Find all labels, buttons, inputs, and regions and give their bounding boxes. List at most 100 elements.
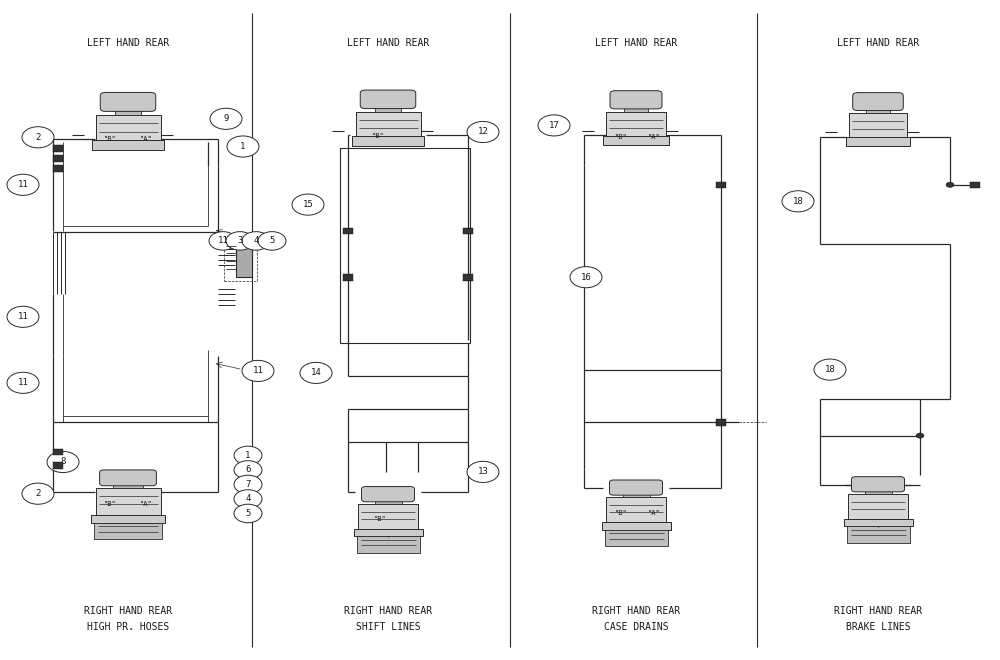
- Bar: [236, 238, 252, 277]
- Bar: [846, 527, 910, 543]
- Circle shape: [946, 182, 954, 187]
- Bar: [357, 536, 420, 553]
- Circle shape: [22, 127, 54, 148]
- Text: 2: 2: [35, 133, 41, 142]
- Text: "B": "B": [372, 133, 384, 139]
- Bar: [96, 115, 160, 140]
- Bar: [224, 234, 257, 280]
- Text: RIGHT HAND REAR: RIGHT HAND REAR: [84, 605, 172, 616]
- Bar: [352, 136, 424, 146]
- FancyBboxPatch shape: [610, 90, 662, 109]
- Bar: [604, 529, 668, 546]
- Circle shape: [916, 433, 924, 438]
- Circle shape: [22, 483, 54, 504]
- FancyBboxPatch shape: [100, 470, 156, 486]
- Circle shape: [292, 194, 324, 215]
- Bar: [624, 106, 648, 112]
- Bar: [844, 519, 912, 527]
- Text: 5: 5: [245, 509, 251, 518]
- Bar: [606, 498, 666, 522]
- Text: 2: 2: [35, 489, 41, 498]
- Bar: [343, 228, 353, 234]
- Bar: [53, 462, 63, 469]
- Bar: [94, 523, 162, 539]
- Bar: [463, 274, 473, 280]
- Bar: [463, 228, 473, 234]
- Circle shape: [258, 232, 286, 250]
- Text: 8: 8: [60, 457, 66, 467]
- Text: "A": "A": [648, 510, 660, 517]
- Circle shape: [234, 461, 262, 479]
- Text: 14: 14: [311, 368, 321, 378]
- Circle shape: [227, 136, 259, 157]
- Text: 4: 4: [253, 236, 259, 246]
- Circle shape: [210, 108, 242, 129]
- Circle shape: [234, 490, 262, 508]
- Circle shape: [467, 121, 499, 143]
- Bar: [848, 494, 908, 519]
- Text: "A": "A": [140, 500, 152, 507]
- Text: SHIFT LINES: SHIFT LINES: [356, 622, 420, 632]
- Text: "B": "B": [615, 510, 627, 517]
- Bar: [374, 499, 402, 504]
- Bar: [375, 106, 401, 112]
- Circle shape: [209, 232, 237, 250]
- Bar: [343, 274, 353, 280]
- Bar: [602, 522, 670, 529]
- Bar: [354, 529, 423, 536]
- Text: "A": "A": [140, 135, 152, 142]
- Text: 16: 16: [581, 273, 591, 282]
- Circle shape: [242, 360, 274, 381]
- Circle shape: [7, 372, 39, 393]
- Text: 1: 1: [245, 451, 251, 460]
- Text: 11: 11: [18, 312, 28, 321]
- Bar: [356, 112, 421, 136]
- Text: 11: 11: [18, 378, 28, 387]
- FancyBboxPatch shape: [853, 92, 903, 110]
- Bar: [92, 140, 164, 150]
- Bar: [716, 419, 726, 426]
- Text: "B": "B": [374, 516, 386, 523]
- FancyBboxPatch shape: [100, 92, 156, 112]
- Circle shape: [226, 232, 254, 250]
- Text: 7: 7: [245, 480, 251, 489]
- Bar: [91, 515, 165, 523]
- Bar: [866, 107, 890, 114]
- Text: 4: 4: [245, 494, 251, 504]
- Circle shape: [7, 174, 39, 195]
- Bar: [622, 492, 650, 498]
- Bar: [603, 136, 669, 145]
- Bar: [115, 108, 141, 115]
- Text: RIGHT HAND REAR: RIGHT HAND REAR: [834, 605, 922, 616]
- Bar: [358, 504, 418, 529]
- Text: 17: 17: [549, 121, 559, 130]
- Text: 3: 3: [237, 236, 243, 246]
- Bar: [716, 182, 726, 188]
- Bar: [113, 483, 143, 488]
- Bar: [53, 165, 63, 172]
- Text: 15: 15: [303, 200, 313, 209]
- Bar: [340, 148, 470, 343]
- FancyBboxPatch shape: [360, 90, 416, 109]
- Bar: [53, 145, 63, 152]
- Text: "B": "B": [615, 133, 627, 140]
- Text: RIGHT HAND REAR: RIGHT HAND REAR: [592, 605, 680, 616]
- Bar: [96, 488, 160, 515]
- Text: 11: 11: [253, 366, 263, 376]
- Text: LEFT HAND REAR: LEFT HAND REAR: [347, 38, 429, 48]
- Text: 1: 1: [240, 142, 246, 151]
- Text: CASE DRAINS: CASE DRAINS: [604, 622, 668, 632]
- Text: 18: 18: [793, 197, 803, 206]
- Bar: [970, 182, 980, 188]
- Circle shape: [538, 115, 570, 136]
- Circle shape: [234, 475, 262, 494]
- Text: 5: 5: [269, 236, 275, 246]
- Circle shape: [234, 504, 262, 523]
- Text: BRAKE LINES: BRAKE LINES: [846, 622, 910, 632]
- Text: 11: 11: [18, 180, 28, 189]
- Text: LEFT HAND REAR: LEFT HAND REAR: [87, 38, 169, 48]
- FancyBboxPatch shape: [852, 477, 905, 492]
- FancyBboxPatch shape: [362, 486, 415, 502]
- Circle shape: [782, 191, 814, 212]
- Circle shape: [47, 451, 79, 473]
